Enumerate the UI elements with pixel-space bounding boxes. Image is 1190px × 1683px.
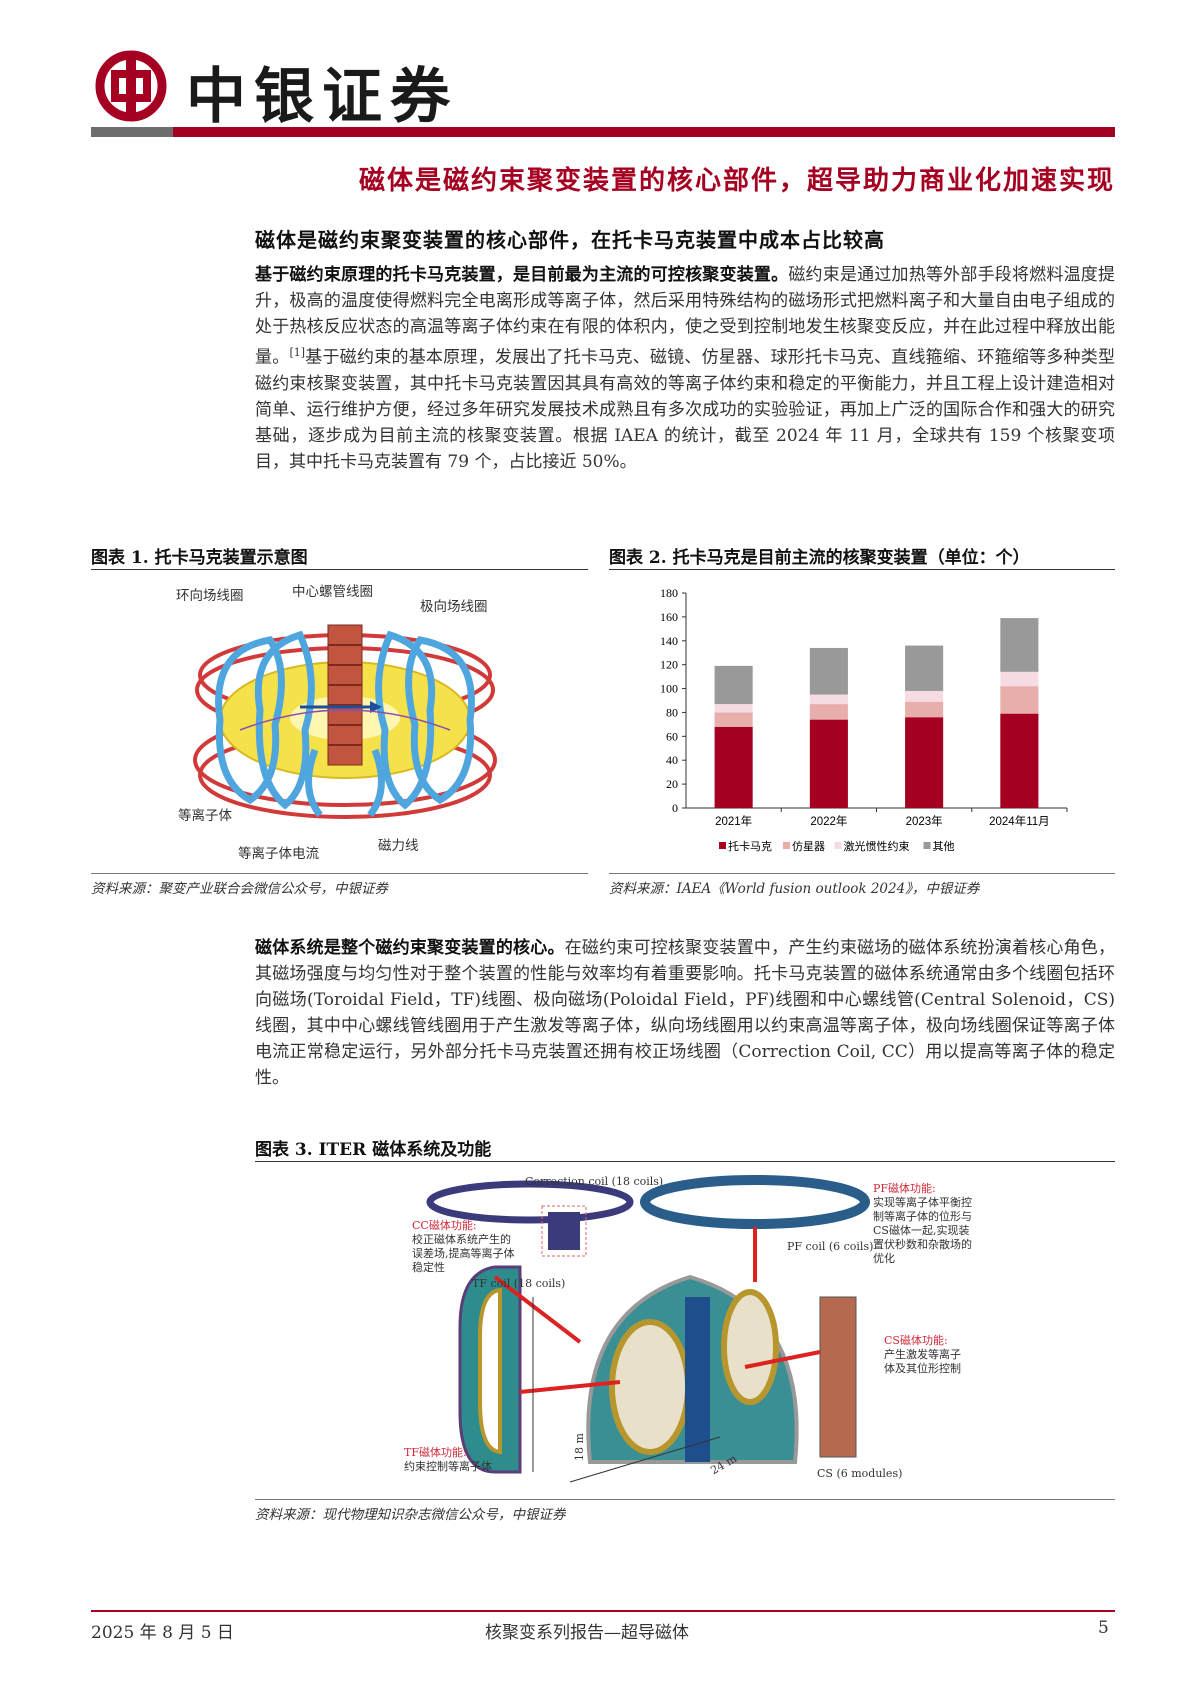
y-tick-label: 100 <box>660 682 678 696</box>
header-bar-red <box>173 127 1115 137</box>
bar-激光惯性约束 <box>905 690 944 702</box>
divider <box>609 569 1115 570</box>
bar-托卡马克 <box>809 719 848 808</box>
label-toroidal-coil: 环向场线圈 <box>176 588 244 604</box>
label-cc-desc: 校正磁体系统产生的误差场,提高等离子体稳定性 <box>412 1233 515 1274</box>
footer-divider <box>91 1610 1115 1612</box>
y-tick-label: 160 <box>660 610 678 624</box>
x-tick-label: 2022年 <box>810 814 847 828</box>
figure3-source: 资料来源：现代物理知识杂志微信公众号，中银证券 <box>255 1507 566 1523</box>
label-tf-title: TF磁体功能: <box>404 1446 467 1459</box>
stacked-bar-chart: 0 20 40 60 80 100 120 140 160 180 2021年 2022年 2023年 2… <box>660 586 1068 853</box>
label-pf-coil: PF coil (6 coils) <box>787 1240 874 1253</box>
iter-magnet-diagram <box>426 1175 870 1483</box>
bar-托卡马克 <box>905 717 944 808</box>
label-tf-desc: 约束控制等离子体 <box>404 1460 492 1473</box>
brand-name: 中银证券 <box>186 62 458 132</box>
bar-其他 <box>1000 618 1039 672</box>
label-correction-coil: Correction coil (18 coils) <box>525 1175 664 1188</box>
bar-激光惯性约束 <box>714 704 753 713</box>
bar-托卡马克 <box>714 726 753 808</box>
label-height: 18 m <box>572 1433 586 1461</box>
header-bar-gray <box>91 127 173 137</box>
bar-激光惯性约束 <box>809 694 848 705</box>
label-pf-title: PF磁体功能: <box>873 1182 936 1195</box>
label-plasma: 等离子体 <box>178 808 232 824</box>
figure2-source: 资料来源：IAEA《World fusion outlook 2024》，中银证… <box>609 881 980 897</box>
paragraph-lead: 基于磁约束原理的托卡马克装置，是目前最为主流的可控核聚变装置。 <box>255 265 789 285</box>
footer-date: 2025 年 8 月 5 日 <box>91 1623 234 1643</box>
label-cs-title: CS磁体功能: <box>884 1334 948 1347</box>
y-tick-label: 180 <box>660 586 678 600</box>
paragraph-text: 在磁约束可控核聚变装置中，产生约束磁场的磁体系统扮演着核心角色，其磁场强度与均匀… <box>255 938 1116 1088</box>
label-cs-modules: CS (6 modules) <box>817 1467 903 1480</box>
y-tick-label: 40 <box>666 753 678 767</box>
bar-其他 <box>809 647 848 695</box>
label-tf-coil: TF coil (18 coils) <box>472 1277 566 1290</box>
divider <box>255 1499 1115 1500</box>
brand-logo-icon <box>95 50 167 122</box>
divider <box>91 873 588 874</box>
label-poloidal-coil: 极向场线圈 <box>420 599 488 615</box>
page-title: 磁体是磁约束聚变装置的核心部件，超导助力商业化加速实现 <box>358 166 1115 196</box>
page-number: 5 <box>1098 1618 1109 1638</box>
bar-仿星器 <box>714 712 753 727</box>
figure1-source: 资料来源：聚变产业联合会微信公众号，中银证券 <box>91 881 388 897</box>
figure3-title: 图表 3. ITER 磁体系统及功能 <box>255 1140 492 1160</box>
y-tick-label: 80 <box>666 705 678 719</box>
x-tick-label: 2024年11月 <box>989 814 1050 828</box>
label-cc-title: CC磁体功能: <box>412 1219 477 1232</box>
legend-label: 其他 <box>933 840 955 853</box>
y-tick-label: 0 <box>672 801 678 815</box>
divider <box>609 873 1115 874</box>
legend-label: 激光惯性约束 <box>844 839 910 853</box>
x-tick-label: 2021年 <box>715 814 752 828</box>
label-cs-desc: 产生激发等离子体及其位形控制 <box>884 1348 961 1375</box>
legend-swatch <box>783 842 790 849</box>
legend-swatch <box>719 842 726 849</box>
legend-swatch <box>923 842 931 849</box>
y-tick-label: 20 <box>666 777 678 791</box>
legend-swatch <box>834 842 842 849</box>
tokamak-diagram <box>193 624 497 819</box>
paragraph-lead: 磁体系统是整个磁约束聚变装置的核心。 <box>255 938 565 958</box>
paragraph-1: 基于磁约束原理的托卡马克装置，是目前最为主流的可控核聚变装置。磁约束是通过加热等… <box>255 262 1115 475</box>
reference: [1] <box>289 346 306 359</box>
label-pf-desc: 实现等离子体平衡控制等离子体的位形与CS磁体一起,实现装置伏秒数和杂散场的优化 <box>873 1196 972 1265</box>
figure2-title: 图表 2. 托卡马克是目前主流的核聚变装置（单位：个） <box>609 548 1030 568</box>
bar-其他 <box>905 645 944 691</box>
y-tick-label: 60 <box>666 729 678 743</box>
y-tick-label: 120 <box>660 658 678 672</box>
bar-激光惯性约束 <box>1000 671 1039 687</box>
legend-label: 仿星器 <box>792 840 825 853</box>
bar-仿星器 <box>905 701 944 718</box>
divider <box>255 1161 1115 1162</box>
label-plasma-current: 等离子体电流 <box>238 846 319 862</box>
x-tick-label: 2023年 <box>906 814 943 828</box>
footer-report-name: 核聚变系列报告—超导磁体 <box>485 1623 689 1643</box>
bar-托卡马克 <box>1000 713 1039 808</box>
bar-仿星器 <box>1000 686 1039 714</box>
label-central-solenoid: 中心螺管线圈 <box>292 584 373 600</box>
divider <box>91 569 588 570</box>
label-field-line: 磁力线 <box>378 838 419 854</box>
paragraph-text: 磁约束是通过加热等外部手段将燃料温度提升，极高的温度使得燃料完全电离形成等离子体… <box>255 265 1116 368</box>
bar-仿星器 <box>809 704 848 720</box>
y-tick-label: 140 <box>660 634 678 648</box>
paragraph-text: 基于磁约束的基本原理，发展出了托卡马克、磁镜、仿星器、球形托卡马克、直线箍缩、环… <box>255 347 1116 472</box>
section-title: 磁体是磁约束聚变装置的核心部件，在托卡马克装置中成本占比较高 <box>255 228 885 252</box>
legend-label: 托卡马克 <box>728 839 772 853</box>
bar-其他 <box>714 665 753 705</box>
figure1-title: 图表 1. 托卡马克装置示意图 <box>91 548 308 568</box>
paragraph-2: 磁体系统是整个磁约束聚变装置的核心。在磁约束可控核聚变装置中，产生约束磁场的磁体… <box>255 935 1115 1091</box>
